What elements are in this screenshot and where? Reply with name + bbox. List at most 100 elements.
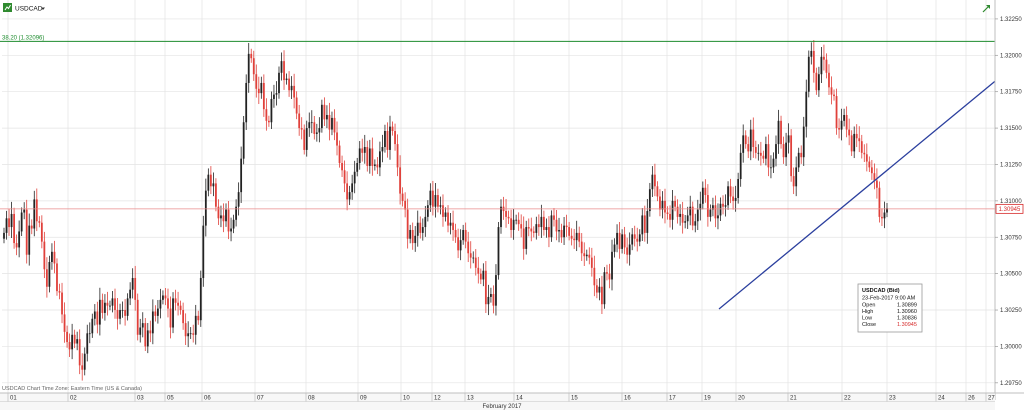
candle[interactable] [53,240,56,274]
candle[interactable] [886,203,888,218]
candle[interactable] [326,105,328,129]
candle[interactable] [290,76,293,100]
candle[interactable] [815,67,818,95]
candle[interactable] [876,168,878,199]
candle[interactable] [522,216,525,260]
candle[interactable] [646,198,649,244]
candle[interactable] [570,228,573,246]
candle[interactable] [119,303,121,325]
candle[interactable] [648,182,651,217]
candle[interactable] [209,166,212,195]
candle[interactable] [278,66,280,99]
candle[interactable] [825,53,828,79]
candle[interactable] [111,290,114,313]
candle[interactable] [149,320,152,343]
candle[interactable] [280,52,283,81]
candle[interactable] [232,214,235,234]
candle[interactable] [386,122,389,158]
candle[interactable] [553,207,555,227]
candle[interactable] [719,197,722,222]
candle[interactable] [381,134,384,163]
candle[interactable] [368,139,371,174]
candle[interactable] [767,134,770,177]
candle[interactable] [497,221,500,280]
candle[interactable] [676,199,679,224]
candle[interactable] [225,203,227,227]
candle[interactable] [235,199,238,227]
candle[interactable] [189,327,192,339]
candle[interactable] [197,310,200,325]
candle[interactable] [520,214,523,238]
candle[interactable] [187,321,190,348]
candle[interactable] [785,132,787,166]
candle[interactable] [540,204,543,238]
candle[interactable] [35,188,38,232]
candle[interactable] [686,206,689,229]
candle[interactable] [283,50,285,90]
candle[interactable] [595,279,598,299]
candle[interactable] [628,232,631,266]
candle[interactable] [379,141,381,177]
candle[interactable] [237,182,240,216]
candle[interactable] [845,106,848,138]
candle[interactable] [394,123,396,151]
candle[interactable] [141,312,144,338]
candle[interactable] [787,123,790,154]
candle[interactable] [790,129,793,182]
candle[interactable] [121,301,124,318]
candle[interactable] [729,178,732,204]
candle[interactable] [315,123,318,142]
candle[interactable] [881,208,883,227]
candle[interactable] [575,220,578,252]
candle[interactable] [13,207,15,249]
candle[interactable] [303,124,306,155]
candle[interactable] [136,293,139,341]
candle[interactable] [116,297,119,330]
candle[interactable] [88,322,91,344]
candle[interactable] [174,289,177,311]
candle[interactable] [752,117,755,158]
candle[interactable] [333,109,336,141]
candle[interactable] [320,99,323,133]
candle[interactable] [558,217,560,243]
candle[interactable] [159,288,162,319]
candle[interactable] [873,163,876,190]
candle[interactable] [661,191,664,219]
candle[interactable] [348,185,351,206]
candle[interactable] [797,147,800,172]
candle[interactable] [495,264,497,316]
candle[interactable] [106,291,109,316]
candle[interactable] [217,199,220,226]
candle[interactable] [462,224,465,245]
candle[interactable] [792,167,795,195]
candle[interactable] [48,255,51,293]
candle[interactable] [638,229,641,247]
candle[interactable] [139,318,142,343]
candle[interactable] [250,48,253,63]
candle[interactable] [207,168,210,197]
candle[interactable] [681,201,684,234]
candle[interactable] [411,222,414,250]
candle[interactable] [840,108,843,141]
candle[interactable] [843,108,846,127]
candle[interactable] [442,194,444,227]
candle[interactable] [749,119,752,161]
candle[interactable] [293,73,296,109]
candle[interactable] [144,318,147,352]
candle[interactable] [252,50,255,81]
candle[interactable] [51,243,53,270]
candle[interactable] [68,333,71,358]
candle[interactable] [93,304,96,326]
candle[interactable] [754,140,757,159]
candle[interactable] [199,270,202,327]
candle[interactable] [830,76,833,105]
candle[interactable] [762,150,765,164]
candle[interactable] [550,210,553,242]
candle[interactable] [25,199,28,264]
candle[interactable] [414,226,417,252]
candle[interactable] [275,81,278,106]
candle[interactable] [817,66,820,97]
candle[interactable] [868,156,871,172]
caret-down-icon[interactable] [41,7,45,11]
